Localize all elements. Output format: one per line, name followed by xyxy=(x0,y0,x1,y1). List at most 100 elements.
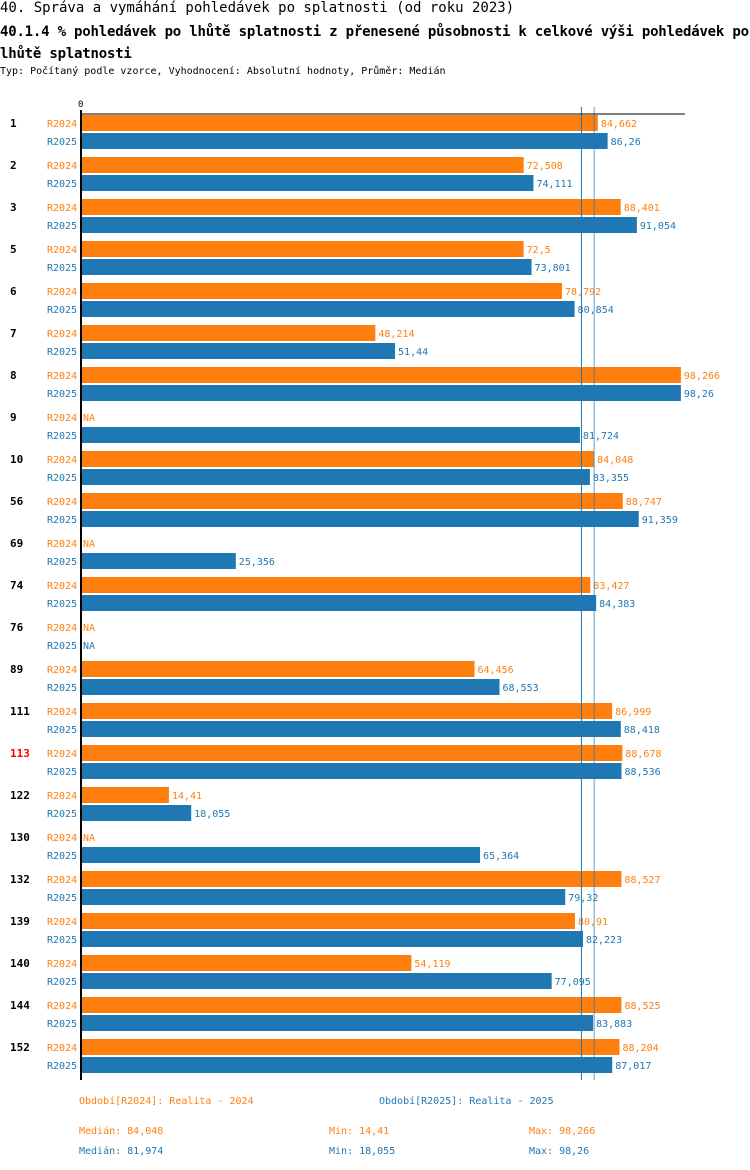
bar-r2024 xyxy=(81,367,681,383)
data-label: 88,525 xyxy=(624,1001,660,1012)
bar-r2024 xyxy=(81,955,412,971)
data-label: 91,359 xyxy=(642,515,678,526)
bar-r2024 xyxy=(81,241,524,257)
bar-r2024 xyxy=(81,661,475,677)
category-label: 9 xyxy=(10,411,17,424)
legend-r2025: Období[R2025]: Realita - 2025 xyxy=(379,1096,554,1107)
data-label: NA xyxy=(83,623,95,634)
bar-r2025 xyxy=(81,595,597,611)
series-label: R2024 xyxy=(47,791,77,802)
series-label: R2025 xyxy=(47,473,77,484)
category-label: 132 xyxy=(10,873,30,886)
data-label: 68,553 xyxy=(503,683,539,694)
bar-r2025 xyxy=(81,931,583,947)
bar-r2024 xyxy=(81,1039,620,1055)
data-label: 84,662 xyxy=(601,119,637,130)
series-label: R2024 xyxy=(47,917,77,928)
series-label: R2025 xyxy=(47,1061,77,1072)
data-label: 98,26 xyxy=(684,389,714,400)
data-label: 91,054 xyxy=(640,221,676,232)
axis-zero-label: 0 xyxy=(78,100,83,110)
category-label: 152 xyxy=(10,1041,30,1054)
series-label: R2025 xyxy=(47,263,77,274)
category-label: 111 xyxy=(10,705,30,718)
stat-max-r2024: Max: 98,266 xyxy=(529,1126,596,1137)
series-label: R2025 xyxy=(47,809,77,820)
category-label: 3 xyxy=(10,201,17,214)
series-label: R2024 xyxy=(47,581,77,592)
stat-max-r2025: Max: 98,26 xyxy=(529,1146,590,1157)
data-label: 87,017 xyxy=(615,1061,651,1072)
series-label: R2025 xyxy=(47,1019,77,1030)
series-label: R2024 xyxy=(47,245,77,256)
bar-r2025 xyxy=(81,553,236,569)
data-label: 83,355 xyxy=(593,473,629,484)
stat-min-r2025: Min: 18,055 xyxy=(329,1146,396,1157)
data-label: 72,5 xyxy=(527,245,551,256)
series-label: R2025 xyxy=(47,389,77,400)
data-label: 86,999 xyxy=(615,707,651,718)
category-label: 89 xyxy=(10,663,23,676)
bar-r2024 xyxy=(81,577,591,593)
category-label: 74 xyxy=(10,579,24,592)
data-label: 25,356 xyxy=(239,557,275,568)
series-label: R2025 xyxy=(47,431,77,442)
series-label: R2025 xyxy=(47,347,77,358)
data-label: 77,095 xyxy=(555,977,591,988)
series-label: R2025 xyxy=(47,599,77,610)
category-label: 139 xyxy=(10,915,30,928)
bar-r2024 xyxy=(81,451,595,467)
series-label: R2024 xyxy=(47,1043,77,1054)
series-label: R2024 xyxy=(47,665,77,676)
series-label: R2024 xyxy=(47,287,77,298)
chart-title: 40. Správa a vymáhání pohledávek po spla… xyxy=(0,0,515,16)
category-label: 113 xyxy=(10,747,30,760)
bar-r2025 xyxy=(81,889,566,905)
bar-r2025 xyxy=(81,679,500,695)
bar-r2025 xyxy=(81,805,192,821)
series-label: R2024 xyxy=(47,539,77,550)
series-label: R2024 xyxy=(47,707,77,718)
data-label: NA xyxy=(83,539,95,550)
data-label: 54,119 xyxy=(414,959,450,970)
bar-r2024 xyxy=(81,787,169,803)
category-label: 144 xyxy=(10,999,30,1012)
bar-r2024 xyxy=(81,283,563,299)
bar-r2024 xyxy=(81,997,622,1013)
data-label: 18,055 xyxy=(194,809,230,820)
series-label: R2025 xyxy=(47,137,77,148)
series-label: R2024 xyxy=(47,875,77,886)
series-label: R2025 xyxy=(47,977,77,988)
category-label: 56 xyxy=(10,495,24,508)
series-label: R2025 xyxy=(47,893,77,904)
category-label: 5 xyxy=(10,243,17,256)
category-label: 122 xyxy=(10,789,30,802)
series-label: R2025 xyxy=(47,851,77,862)
series-label: R2025 xyxy=(47,221,77,232)
category-label: 140 xyxy=(10,957,30,970)
chart-meta: Typ: Počítaný podle vzorce, Vyhodnocení:… xyxy=(0,66,446,77)
category-label: 76 xyxy=(10,621,24,634)
bar-r2024 xyxy=(81,115,598,131)
data-label: 72,508 xyxy=(527,161,563,172)
data-label: 88,527 xyxy=(624,875,660,886)
series-label: R2025 xyxy=(47,641,77,652)
data-label: 73,801 xyxy=(535,263,571,274)
chart-subtitle: 40.1.4 % pohledávek po lhůtě splatnosti … xyxy=(0,24,749,62)
bar-r2024 xyxy=(81,157,524,173)
bar-r2025 xyxy=(81,301,575,317)
series-label: R2024 xyxy=(47,623,77,634)
series-label: R2024 xyxy=(47,203,77,214)
series-label: R2024 xyxy=(47,413,77,424)
data-label: NA xyxy=(83,833,95,844)
data-label: 51,44 xyxy=(398,347,428,358)
legend-r2024: Období[R2024]: Realita - 2024 xyxy=(79,1096,254,1107)
bar-r2024 xyxy=(81,493,623,509)
data-label: 78,792 xyxy=(565,287,601,298)
data-label: 88,747 xyxy=(626,497,662,508)
bar-r2025 xyxy=(81,1015,594,1031)
bar-r2025 xyxy=(81,721,621,737)
data-label: 88,536 xyxy=(625,767,661,778)
data-label: 79,32 xyxy=(568,893,598,904)
